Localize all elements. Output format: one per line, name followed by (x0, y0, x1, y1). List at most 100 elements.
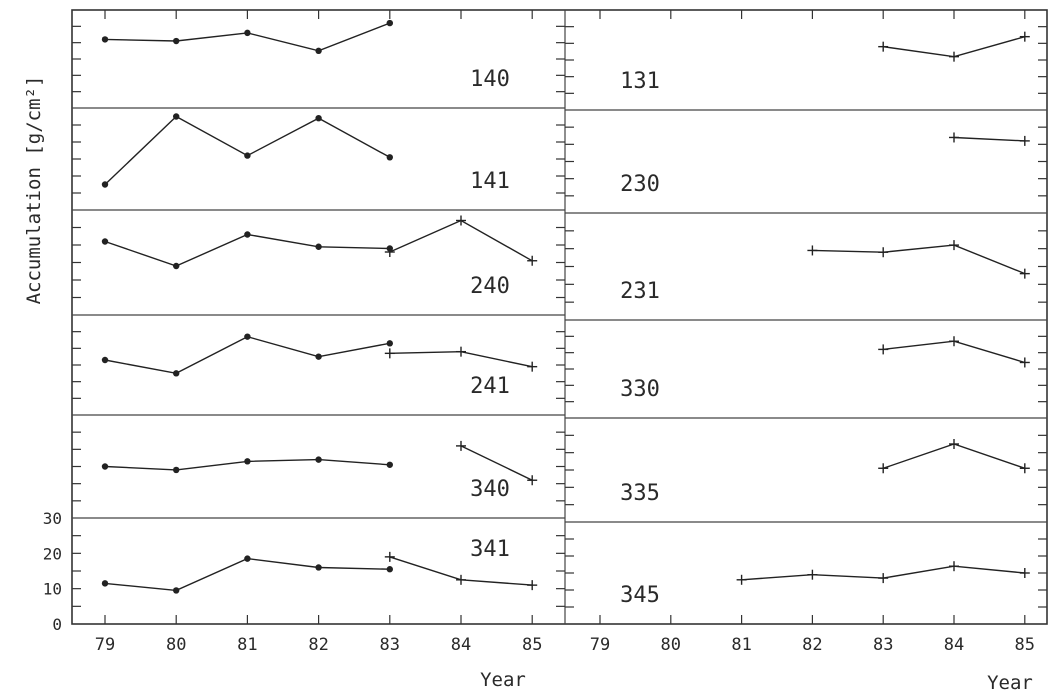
panel-label: 241 (470, 374, 510, 399)
data-point (315, 243, 322, 250)
data-point (456, 574, 466, 585)
x-tick-label: 83 (873, 635, 893, 655)
data-point (386, 340, 393, 347)
panel-label: 345 (620, 583, 660, 608)
data-point (456, 440, 466, 451)
data-point (315, 47, 322, 55)
data-point (949, 439, 959, 449)
data-point (456, 215, 466, 226)
x-tick-label: 83 (380, 635, 400, 655)
panel-label: 141 (470, 169, 510, 194)
x-axis-label-right: Year (987, 672, 1033, 694)
x-tick-label: 81 (237, 635, 257, 655)
x-tick-label: 84 (451, 635, 471, 655)
data-point (807, 245, 818, 256)
panel-label: 341 (470, 537, 510, 562)
data-point (1019, 135, 1030, 146)
data-point (173, 37, 180, 45)
data-point (173, 370, 180, 377)
data-point (878, 344, 889, 355)
data-point (315, 456, 322, 463)
data-point (736, 574, 747, 585)
x-tick-label: 82 (802, 635, 822, 655)
x-tick-label: 82 (308, 635, 328, 655)
data-point (315, 115, 322, 122)
x-tick-label: 84 (944, 635, 964, 655)
data-point (456, 346, 466, 357)
data-point (315, 564, 322, 571)
data-point (878, 247, 889, 258)
data-point (173, 262, 180, 270)
data-point (386, 19, 393, 27)
data-point (1019, 31, 1030, 42)
data-point (384, 247, 395, 257)
series-line (389, 219, 533, 262)
y-tick-label: 10 (43, 580, 62, 599)
data-point (1019, 463, 1030, 474)
data-point (878, 463, 889, 474)
data-point (244, 231, 251, 238)
data-point (101, 36, 109, 43)
x-tick-label: 85 (1015, 635, 1035, 655)
data-point (315, 353, 322, 360)
plot-frame (71, 9, 1048, 625)
data-point (386, 154, 393, 161)
panel-label: 340 (470, 477, 510, 502)
x-tick-label: 80 (166, 635, 186, 655)
data-point (878, 573, 889, 584)
panel-label: 330 (620, 377, 660, 402)
x-tick-label: 85 (522, 635, 542, 655)
data-point (244, 555, 251, 562)
y-tick-label: 30 (43, 509, 62, 528)
data-point (1019, 268, 1030, 279)
panel-label: 131 (620, 69, 660, 94)
data-point (527, 580, 538, 591)
data-point (1019, 568, 1030, 578)
data-point (386, 461, 393, 468)
series-line (104, 335, 390, 375)
data-point (384, 551, 395, 562)
data-point (244, 333, 251, 340)
panel-label: 335 (620, 481, 660, 506)
panel-label: 140 (470, 67, 510, 92)
x-axis-label-left: Year (480, 669, 526, 691)
x-tick-label: 79 (95, 635, 115, 655)
panel-label: 231 (620, 279, 660, 304)
data-point (244, 152, 251, 159)
series-line (460, 445, 533, 481)
data-point (244, 29, 251, 37)
data-point (1019, 357, 1030, 368)
data-point (173, 466, 180, 474)
panel-label: 240 (470, 274, 510, 299)
data-point (101, 580, 109, 587)
data-point (101, 463, 109, 470)
y-axis-label: Accumulation [g/cm²] (23, 76, 45, 305)
panel-label: 230 (620, 172, 660, 197)
data-point (101, 238, 109, 245)
data-point (527, 361, 538, 372)
data-point (384, 348, 395, 359)
series-line (104, 557, 390, 592)
y-tick-label: 0 (52, 615, 62, 634)
x-tick-label: 80 (661, 635, 681, 655)
data-point (949, 336, 959, 347)
series-line (104, 233, 390, 267)
data-point (173, 587, 180, 594)
data-point (386, 566, 393, 573)
data-point (101, 356, 109, 364)
data-point (807, 569, 818, 580)
series-line (812, 244, 1026, 275)
data-point (244, 458, 251, 465)
data-point (878, 41, 889, 52)
y-tick-label: 20 (43, 544, 62, 563)
data-point (527, 475, 538, 486)
data-point (173, 113, 180, 120)
series-line (953, 136, 1025, 142)
data-point (949, 240, 959, 251)
data-point (949, 51, 959, 62)
x-tick-label: 81 (731, 635, 751, 655)
data-point (949, 132, 959, 143)
series-line (104, 22, 391, 52)
series-line (104, 115, 391, 186)
